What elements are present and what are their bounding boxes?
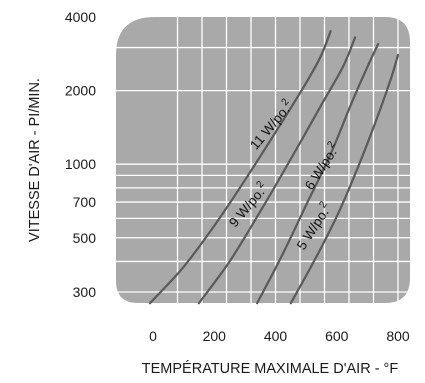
x-tick-label: 600 — [325, 328, 349, 344]
y-tick-label: 1000 — [65, 156, 96, 172]
curve-series-3 — [256, 43, 380, 305]
y-tick-label: 4000 — [65, 9, 96, 25]
x-tick-labels: 0 200 400 600 800 — [149, 328, 410, 344]
curves — [148, 30, 400, 305]
curve-series-1 — [148, 30, 332, 305]
plot-background — [116, 17, 410, 303]
x-tick-label: 800 — [386, 328, 410, 344]
x-tick-label: 200 — [203, 328, 227, 344]
y-tick-label: 700 — [73, 194, 97, 210]
y-axis-title: VITESSE D'AIR - PI/MIN. — [27, 78, 43, 242]
curve-series-2 — [197, 36, 357, 305]
x-tick-label: 0 — [149, 328, 157, 344]
y-tick-label: 500 — [73, 230, 97, 246]
y-tick-label: 300 — [73, 284, 97, 300]
grid — [116, 17, 410, 303]
x-axis-title: TEMPÉRATURE MAXIMALE D'AIR - °F — [142, 360, 399, 377]
y-tick-label: 2000 — [65, 83, 96, 99]
curve-series-4 — [289, 53, 400, 305]
x-tick-label: 400 — [264, 328, 288, 344]
y-tick-labels: 300 500 700 1000 2000 4000 — [65, 9, 96, 300]
